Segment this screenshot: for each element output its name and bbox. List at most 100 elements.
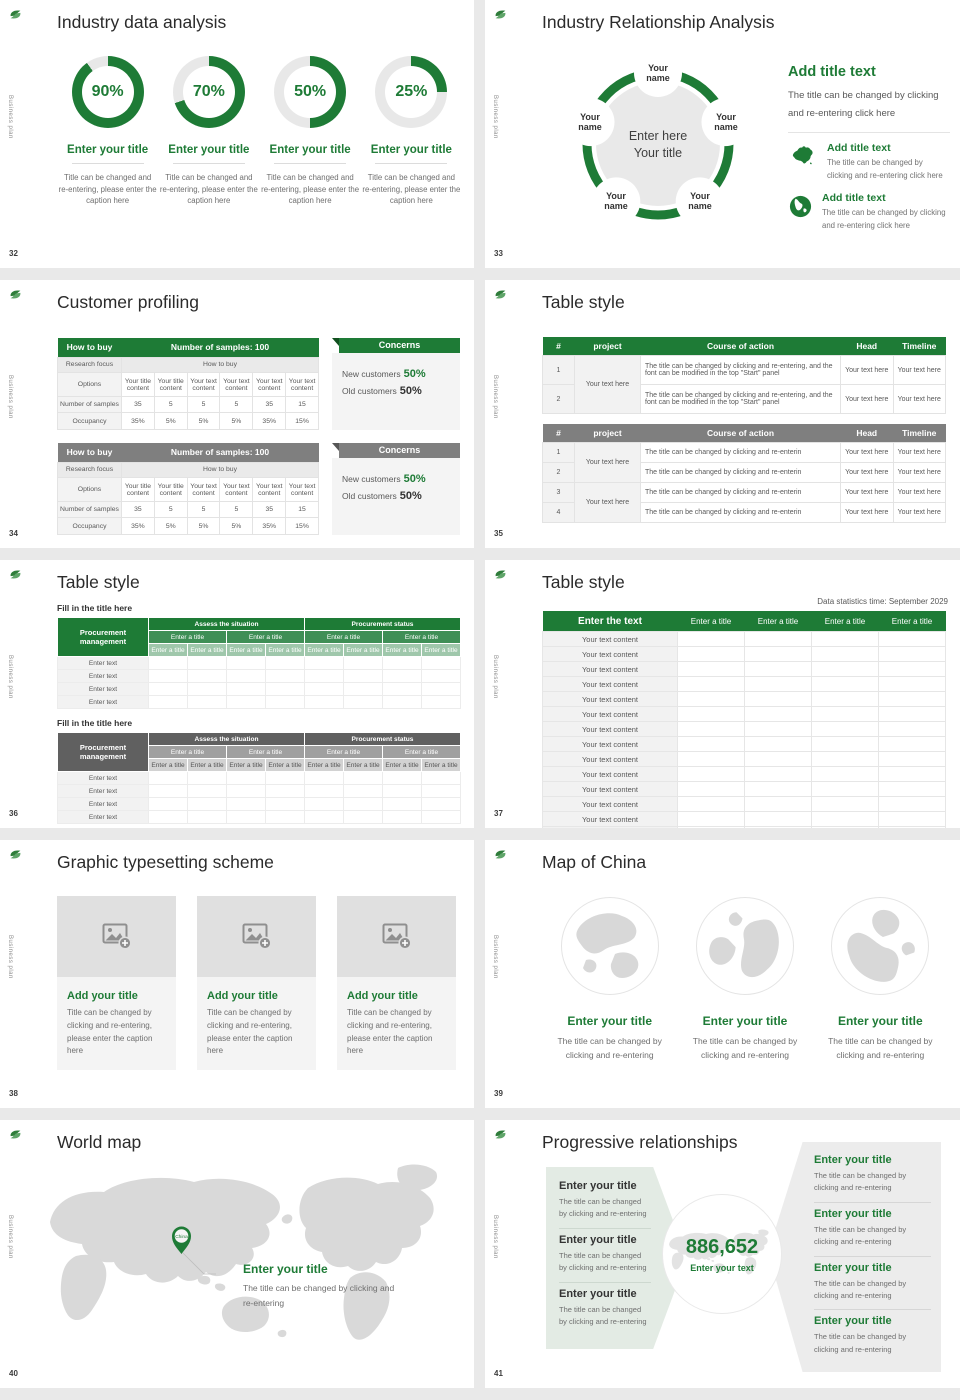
slide-thumbnail-world-map[interactable]: Business plan World map China Enter your… [0, 1120, 474, 1388]
stat-title: Enter your title [168, 144, 250, 156]
slide-content: 90% Enter your title Title can be change… [57, 44, 462, 250]
china-map-icon [792, 146, 813, 165]
sidebar-vertical-text: Business plan [492, 95, 498, 139]
globe-item: Enter your title The title can be change… [542, 896, 677, 1090]
right-arrow-panel: Enter your title The title can be change… [768, 1142, 941, 1372]
item-body: The title can be changed by clicking and… [822, 208, 946, 230]
slide-thumbnail-industry-relationship-analysis[interactable]: Business plan Industry Relationship Anal… [485, 0, 960, 268]
concerns-box: Concerns New customers 50% Old customers 5… [332, 443, 460, 535]
card-title: Add your title [347, 990, 418, 1002]
map-callout: Enter your title The title can be change… [243, 1262, 403, 1312]
progress-item: Enter your title The title can be change… [814, 1257, 931, 1311]
slide-content: China Enter your title The title can be … [46, 1160, 462, 1370]
relationship-node-label: Your name [604, 191, 628, 212]
page-title: Table style [542, 292, 625, 312]
page-title: Progressive relationships [542, 1132, 738, 1152]
image-placeholder[interactable] [57, 896, 176, 977]
brand-logo-icon [495, 10, 506, 19]
divider [71, 163, 144, 164]
donut-stat: 70% Enter your title Title can be change… [158, 56, 259, 250]
image-card[interactable]: Add your title Title can be changed by c… [337, 896, 456, 1090]
slide-content: # project Course of action Head Timeline 1 Yo… [542, 324, 948, 530]
slide-number: 39 [494, 1089, 503, 1098]
panel-item: Add title text The title can be changed b… [788, 142, 950, 182]
relationship-diagram: Your name Your name Your name Your name Your… [552, 40, 766, 252]
profiling-group: How to buy Number of samples: 100 Researc… [57, 443, 462, 535]
slide-thumbnail-table-style-list[interactable]: Business plan Table style Data statistic… [485, 560, 960, 828]
stat-label: Enter your text [690, 1262, 754, 1273]
divider [274, 163, 347, 164]
diagram-center-label: Enter here Your title [628, 129, 688, 160]
divider [172, 163, 245, 164]
profiling-group: How to buy Number of samples: 100 Researc… [57, 338, 462, 430]
sidebar-vertical-text: Business plan [7, 1215, 13, 1259]
donut-chart: 50% [274, 56, 347, 128]
card-caption: Title can be changed by clicking and re-… [67, 1008, 153, 1056]
image-placeholder[interactable] [197, 896, 316, 977]
slide-thumbnail-progressive-relationships[interactable]: Business plan Progressive relationships … [485, 1120, 960, 1388]
panel-body: The title can be changed by clicking and… [788, 90, 939, 119]
sidebar-vertical-text: Business plan [7, 95, 13, 139]
page-title: Industry data analysis [57, 12, 227, 32]
slide-thumbnail-graphic-typesetting-scheme[interactable]: Business plan Graphic typesetting scheme… [0, 840, 474, 1108]
donut-stat: 50% Enter your title Title can be change… [260, 56, 361, 250]
add-image-icon [242, 923, 272, 950]
brand-logo-icon [10, 570, 21, 579]
slide-thumbnail-industry-data-analysis[interactable]: Business plan Industry data analysis 90%… [0, 0, 474, 268]
brand-logo-icon [495, 850, 506, 859]
relationship-node-label: Your name [578, 112, 602, 133]
slide-thumbnail-table-style-action[interactable]: Business plan Table style # project Course… [485, 280, 960, 548]
donut-value: 50% [294, 83, 327, 100]
table-caption: Fill in the title here [57, 603, 133, 613]
world-map: China [50, 1164, 438, 1340]
brand-logo-icon [10, 290, 21, 299]
image-card[interactable]: Add your title Title can be changed by c… [197, 896, 316, 1090]
progress-item: Enter your title The title can be change… [814, 1315, 907, 1354]
slide-number: 34 [9, 529, 18, 538]
image-placeholder[interactable] [337, 896, 456, 977]
table-caption: Fill in the title here [57, 718, 133, 728]
progress-item: Enter your title The title can be change… [814, 1203, 931, 1257]
concerns-line: Old customers 50% [342, 385, 422, 397]
divider [788, 132, 950, 134]
item-heading: Add title text [827, 142, 891, 155]
data-statistics-caption: Data statistics time: September 2029 [817, 597, 948, 606]
slide-number: 41 [494, 1369, 503, 1378]
donut-chart: 25% [375, 56, 448, 128]
panel-item: Add title text The title can be changed b… [788, 192, 950, 232]
slide-content: Data statistics time: September 2029 Ent… [542, 597, 948, 828]
sidebar-vertical-text: Business plan [492, 655, 498, 699]
stat-caption: Title can be changed and re-entering, pl… [159, 173, 258, 206]
slide-content: Enter your title The title can be change… [542, 884, 948, 1090]
sidebar-vertical-text: Business plan [7, 375, 13, 419]
globe-title: Enter your title [567, 1014, 652, 1028]
profiling-table: How to buy Number of samples: 100 Researc… [57, 338, 319, 430]
card-title: Add your title [67, 990, 138, 1002]
china-pin-icon[interactable]: China [172, 1226, 191, 1255]
sidebar-vertical-text: Business plan [7, 935, 13, 979]
progress-item: Enter your title The title can be change… [559, 1229, 651, 1283]
brand-logo-icon [10, 850, 21, 859]
callout-caption: The title can be changed by clicking and… [243, 1283, 395, 1309]
stat-caption: Title can be changed and re-entering, pl… [362, 173, 461, 206]
stat-title: Enter your title [370, 144, 452, 156]
mini-world-map [669, 1229, 769, 1275]
card-title: Add your title [207, 990, 278, 1002]
slide-thumbnail-map-of-china[interactable]: Business plan Map of China Enter your ti… [485, 840, 960, 1108]
slide-thumbnail-customer-profiling[interactable]: Business plan Customer profiling How to … [0, 280, 474, 548]
stat-caption: Title can be changed and re-entering, pl… [261, 173, 360, 206]
globe-graphic [695, 897, 794, 995]
progress-item: Enter your title The title can be change… [559, 1175, 651, 1229]
card-caption: Title can be changed by clicking and re-… [347, 1008, 433, 1056]
slide-thumbnail-table-style-nested[interactable]: Business plan Table style Fill in the ti… [0, 560, 474, 828]
card-caption: Title can be changed by clicking and re-… [207, 1008, 293, 1056]
globe-caption: The title can be changed by clicking and… [828, 1036, 933, 1061]
relationship-node-label: Your name [646, 63, 670, 84]
page-title: Table style [57, 572, 140, 592]
globe-title: Enter your title [837, 1014, 923, 1028]
brand-logo-icon [495, 570, 506, 579]
progress-item: Enter your title The title can be change… [814, 1149, 931, 1203]
image-card[interactable]: Add your title Title can be changed by c… [57, 896, 176, 1090]
slide-number: 38 [9, 1089, 18, 1098]
slide-content: Enter your title The title can be change… [542, 1120, 948, 1388]
